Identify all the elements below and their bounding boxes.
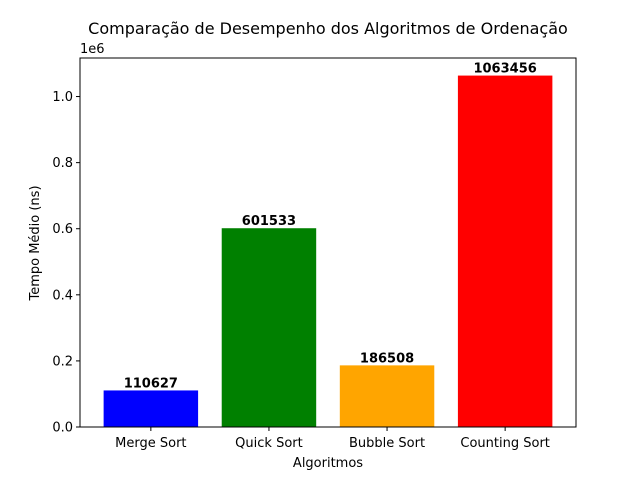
chart-title: Comparação de Desempenho dos Algoritmos … <box>88 19 568 38</box>
bar-value-label: 110627 <box>124 376 178 391</box>
x-tick-label: Merge Sort <box>115 436 186 451</box>
y-axis-offset-label: 1e6 <box>80 42 105 57</box>
labels-layer: 110627 Merge Sort 601533 Quick Sort 186508 Bu… <box>52 62 550 451</box>
x-axis-label: Algoritmos <box>293 456 363 471</box>
y-tick-label: 0.8 <box>52 156 73 171</box>
y-tick-label: 0.4 <box>52 288 73 303</box>
y-tick-label: 0.6 <box>52 222 73 237</box>
bar-bubble-sort <box>339 365 435 427</box>
y-tick-label: 0.2 <box>52 354 73 369</box>
bar-value-label: 1063456 <box>473 62 536 77</box>
bar-counting-sort <box>457 75 553 427</box>
y-axis-label: Tempo Médio (ns) <box>28 185 43 301</box>
bars-layer <box>103 75 553 427</box>
bar-quick-sort <box>221 228 317 427</box>
y-tick-label: 1.0 <box>52 90 73 105</box>
y-tick-label: 0.0 <box>52 421 73 436</box>
x-tick-label: Quick Sort <box>235 436 303 451</box>
bar-value-label: 186508 <box>360 351 414 366</box>
x-tick-label: Counting Sort <box>460 436 550 451</box>
bar-merge-sort <box>103 390 199 427</box>
axes-layer <box>76 57 577 431</box>
bar-value-label: 601533 <box>242 214 296 229</box>
plot-frame <box>79 57 577 428</box>
x-tick-label: Bubble Sort <box>349 436 425 451</box>
